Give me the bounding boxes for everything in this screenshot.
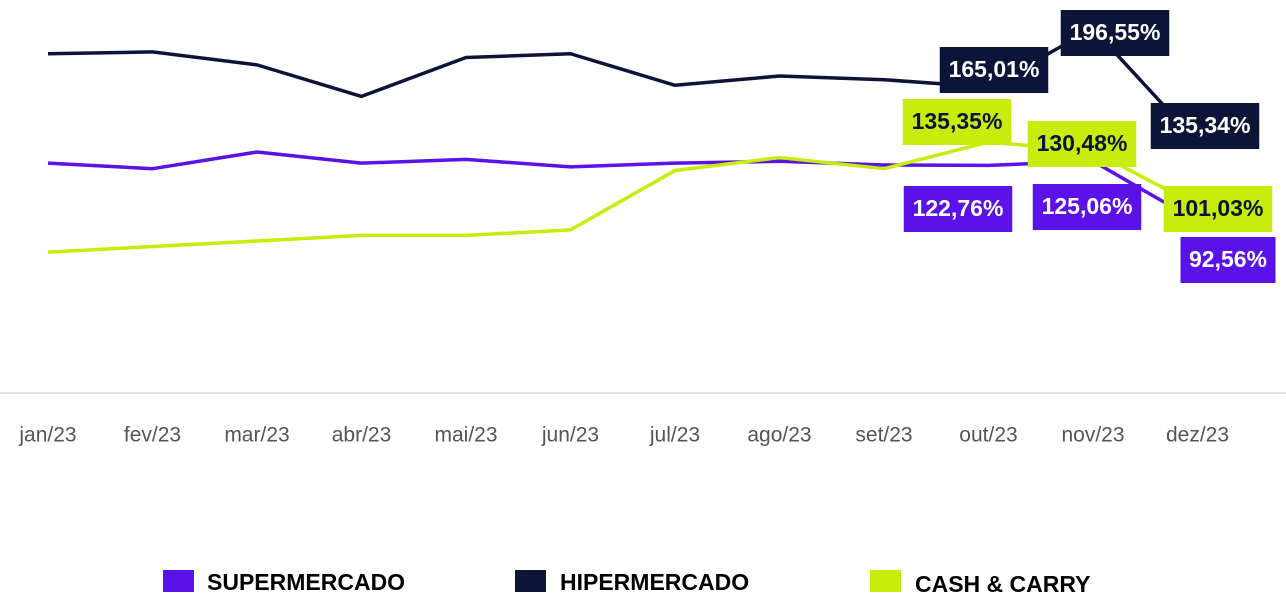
data-label-text: 135,35%: [912, 108, 1003, 134]
data-label-text: 165,01%: [949, 56, 1040, 82]
data-label-box: [1032, 184, 1142, 230]
data-label-box: [902, 99, 1012, 145]
data-label-box: [903, 186, 1013, 232]
data-label-box: [1027, 121, 1137, 167]
data-label: 135,35%: [902, 99, 1012, 145]
x-tick-label: jul/23: [649, 424, 700, 447]
data-label-box: [939, 47, 1049, 93]
data-label-box: [1180, 237, 1276, 283]
data-label: 135,34%: [1150, 103, 1260, 149]
x-tick-label: jun/23: [541, 424, 599, 447]
x-tick-label: ago/23: [747, 424, 811, 447]
x-tick-label: mai/23: [434, 424, 497, 447]
data-label: 130,48%: [1027, 121, 1137, 167]
data-label: 196,55%: [1060, 10, 1170, 56]
legend-label: SUPERMERCADO: [207, 569, 405, 595]
data-label: 122,76%: [903, 186, 1013, 232]
data-label-text: 101,03%: [1173, 195, 1264, 221]
x-tick-label: abr/23: [332, 424, 392, 447]
x-tick-label: dez/23: [1166, 424, 1229, 447]
legend-label: HIPERMERCADO: [560, 569, 749, 595]
data-label-text: 122,76%: [913, 195, 1004, 221]
data-label: 125,06%: [1032, 184, 1142, 230]
legend-swatch: [515, 570, 546, 592]
data-label-box: [1060, 10, 1170, 56]
legend-label: CASH & CARRY: [915, 571, 1091, 597]
data-label: 92,56%: [1180, 237, 1276, 283]
data-label-box: [1163, 186, 1273, 232]
x-tick-label: jan/23: [18, 424, 76, 447]
x-tick-label: nov/23: [1061, 424, 1124, 447]
data-label-text: 130,48%: [1037, 130, 1128, 156]
data-label-text: 92,56%: [1189, 246, 1267, 272]
data-label-text: 135,34%: [1160, 112, 1251, 138]
data-label: 101,03%: [1163, 186, 1273, 232]
x-tick-label: set/23: [855, 424, 912, 447]
legend-swatch: [163, 570, 194, 592]
x-tick-label: mar/23: [224, 424, 289, 447]
series-line: [47, 150, 1199, 223]
x-tick-label: out/23: [959, 424, 1017, 447]
data-label: 165,01%: [939, 47, 1049, 93]
data-label-text: 125,06%: [1042, 193, 1133, 219]
data-label-text: 196,55%: [1070, 19, 1161, 45]
data-label-box: [1150, 103, 1260, 149]
x-tick-label: fev/23: [124, 424, 181, 447]
legend-swatch: [870, 570, 901, 592]
